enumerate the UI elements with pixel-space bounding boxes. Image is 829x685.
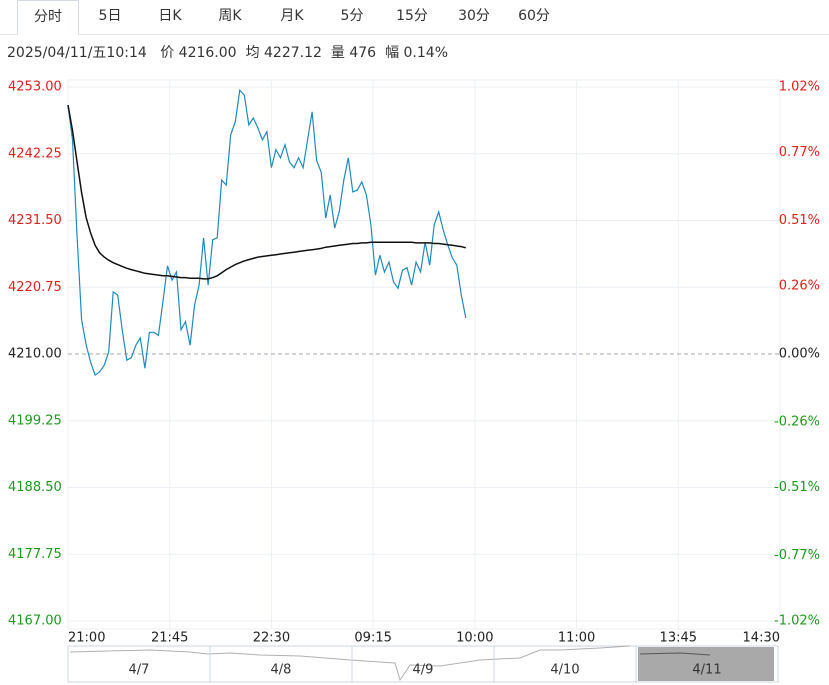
info-item: 量 476 [330, 45, 377, 61]
y2-tick-label: 1.02% [779, 80, 820, 95]
navigator-line [639, 652, 711, 656]
y-tick-label: 4188.50 [8, 480, 62, 495]
y-tick-label: 4220.75 [8, 280, 62, 295]
navigator-label: 4/11 [692, 663, 721, 678]
x-tick-label: 10:00 [456, 631, 493, 646]
x-tick-label: 14:30 [743, 631, 780, 646]
navigator-label: 4/8 [271, 663, 292, 678]
price-line [67, 104, 466, 280]
x-tick-label: 13:45 [660, 631, 697, 646]
y-tick-label: 4199.25 [8, 413, 62, 428]
y2-tick-label: 0.51% [779, 213, 820, 228]
info-item: 均 4227.12 [245, 45, 322, 61]
tab[interactable]: 60分 [518, 8, 550, 24]
navigator-line [69, 645, 631, 682]
tab[interactable]: 分时 [17, 0, 79, 36]
y-tick-label: 4242.25 [8, 146, 62, 161]
tab[interactable]: 日K [158, 8, 182, 24]
y2-tick-label: 0.00% [779, 347, 820, 362]
y2-tick-label: -0.26% [774, 415, 820, 430]
tab[interactable]: 月K [280, 8, 304, 24]
navigator-window [638, 647, 774, 681]
info-date: 2025/04/11/五10:14 [7, 45, 147, 61]
y2-tick-label: -0.51% [774, 480, 820, 495]
navigator-label: 4/9 [413, 663, 434, 678]
y2-tick-label: 0.77% [779, 145, 820, 160]
info-line: 2025/04/11/五10:14 价 4216.00 均 4227.12 量 47… [7, 42, 457, 62]
navigator-label: 4/7 [129, 663, 150, 678]
y-tick-label: 4167.00 [8, 614, 62, 629]
tab-bar: 分时 5日 日K 周K 月K 5分 15分 30分 60分 [0, 0, 829, 36]
x-tick-label: 21:00 [68, 631, 105, 646]
y2-tick-label: -0.77% [774, 548, 820, 563]
y-tick-label: 4210.00 [8, 347, 62, 362]
x-tick-label: 11:00 [558, 631, 595, 646]
info-item: 幅 0.14% [385, 45, 449, 61]
x-tick-label: 22:30 [253, 631, 290, 646]
info-item: 价 4216.00 [160, 45, 237, 61]
x-tick-label: 09:15 [354, 631, 391, 646]
tab[interactable]: 15分 [396, 8, 428, 24]
y2-tick-label: -1.02% [774, 614, 820, 629]
tab[interactable]: 30分 [458, 8, 490, 24]
y-tick-label: 4231.50 [8, 213, 62, 228]
y2-tick-label: 0.26% [779, 278, 820, 293]
x-tick-label: 21:45 [151, 631, 188, 646]
price-line [67, 88, 467, 377]
tab[interactable]: 周K [218, 8, 242, 24]
y-tick-label: 4253.00 [8, 80, 62, 95]
tab[interactable]: 5日 [98, 8, 122, 24]
tab[interactable]: 5分 [340, 8, 364, 24]
y-tick-label: 4177.75 [8, 547, 62, 562]
navigator-label: 4/10 [550, 663, 579, 678]
